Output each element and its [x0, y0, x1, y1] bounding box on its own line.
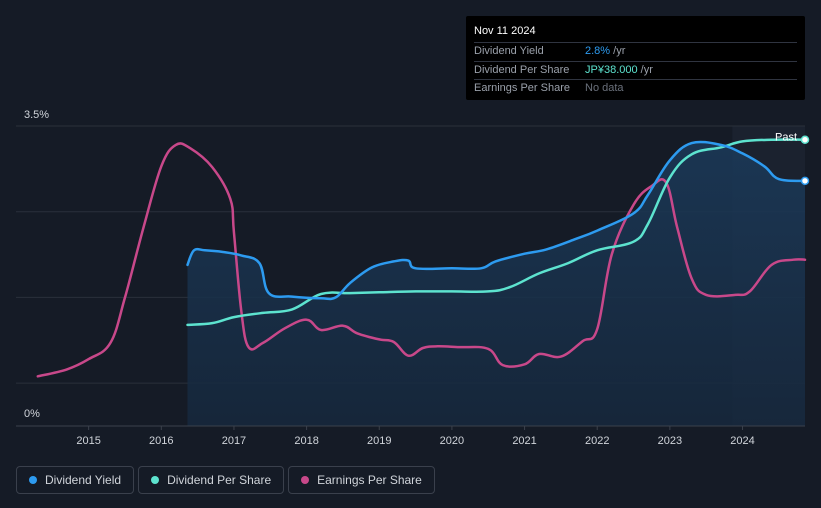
dividend-yield-area: [187, 141, 805, 426]
x-axis-ticks: 2015 2016 2017 2018 2019 2020 2021 2022 2023 2024: [76, 426, 755, 447]
tooltip-value: No data: [585, 82, 624, 94]
x-tick-label: 2020: [440, 435, 464, 447]
past-label: Past: [775, 132, 797, 144]
legend-item-earnings-per-share[interactable]: Earnings Per Share: [288, 466, 435, 494]
series-endpoints: [800, 135, 810, 186]
legend-label: Earnings Per Share: [317, 473, 422, 487]
tooltip-label: Dividend Yield: [474, 45, 544, 57]
y-tick-label-zero: 0%: [24, 408, 40, 420]
tooltip-row-dividend-per-share: Dividend Per Share JP¥38.000 /yr: [474, 62, 797, 80]
tooltip-date: Nov 11 2024: [474, 22, 797, 43]
x-tick-label: 2022: [585, 435, 609, 447]
dividend-per-share-line: [186, 138, 807, 327]
dividend-yield-line: [186, 140, 807, 301]
legend: Dividend Yield Dividend Per Share Earnin…: [16, 466, 435, 494]
tooltip: Nov 11 2024 Dividend Yield 2.8% /yr Divi…: [466, 16, 805, 100]
series-lines: [36, 138, 807, 378]
x-tick-label: 2016: [149, 435, 173, 447]
y-tick-label-top: 3.5%: [24, 109, 49, 121]
legend-item-dividend-yield[interactable]: Dividend Yield: [16, 466, 135, 494]
tooltip-value: 2.8%: [585, 45, 611, 57]
x-tick-label: 2017: [222, 435, 246, 447]
x-tick-label: 2023: [658, 435, 682, 447]
earnings-per-share-line: [36, 142, 807, 378]
tooltip-unit: /yr: [610, 45, 626, 57]
tooltip-unit: /yr: [637, 63, 653, 76]
legend-dot-icon: [301, 476, 310, 484]
x-tick-label: 2015: [76, 435, 100, 447]
tooltip-row-earnings-per-share: Earnings Per Share No data: [474, 80, 797, 98]
tooltip-label: Dividend Per Share: [474, 63, 570, 76]
legend-label: Dividend Yield: [45, 473, 122, 487]
tooltip-label: Earnings Per Share: [474, 82, 570, 94]
legend-item-dividend-per-share[interactable]: Dividend Per Share: [138, 466, 285, 494]
dividend-yield-endpoint: [800, 176, 810, 186]
x-tick-label: 2021: [512, 435, 536, 447]
dividend-per-share-endpoint: [800, 135, 810, 144]
tooltip-value: JP¥38.000: [585, 63, 638, 76]
x-tick-label: 2019: [367, 435, 391, 447]
tooltip-row-dividend-yield: Dividend Yield 2.8% /yr: [474, 43, 797, 62]
x-tick-label: 2018: [294, 435, 318, 447]
legend-dot-icon: [151, 476, 160, 484]
legend-label: Dividend Per Share: [167, 473, 272, 487]
x-tick-label: 2024: [730, 435, 754, 447]
legend-dot-icon: [29, 476, 37, 484]
